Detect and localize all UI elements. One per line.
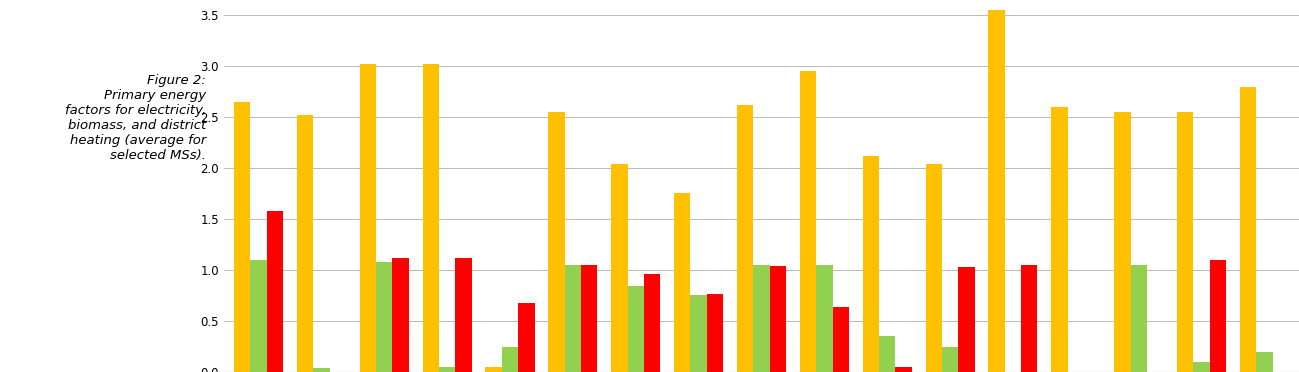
Bar (360, 64, 377, 372)
Bar (833, 307, 848, 372)
Bar (581, 265, 598, 372)
Bar (895, 367, 912, 372)
Bar (674, 193, 691, 372)
Bar (313, 368, 330, 372)
Bar (486, 367, 501, 372)
Bar (392, 258, 409, 372)
Bar (1209, 260, 1226, 372)
Bar (707, 294, 724, 372)
Bar (644, 274, 660, 372)
Bar (251, 260, 266, 372)
Bar (1241, 87, 1256, 372)
Bar (800, 71, 816, 372)
Bar (1021, 265, 1038, 372)
Bar (612, 164, 627, 372)
Bar (1115, 112, 1130, 372)
Bar (1051, 107, 1068, 372)
Bar (863, 156, 879, 372)
Bar (1194, 362, 1209, 372)
Bar (926, 164, 942, 372)
Bar (691, 295, 707, 372)
Bar (769, 266, 786, 372)
Text: Figure 2:
Primary energy
factors for electricity,
biomass, and district
heating : Figure 2: Primary energy factors for ele… (65, 74, 207, 163)
Bar (565, 265, 581, 372)
Bar (501, 347, 518, 372)
Bar (456, 258, 472, 372)
Bar (959, 267, 974, 372)
Bar (548, 112, 565, 372)
Bar (879, 336, 895, 372)
Bar (737, 105, 753, 372)
Bar (422, 64, 439, 372)
Bar (377, 262, 392, 372)
Bar (1177, 112, 1194, 372)
Bar (989, 10, 1005, 372)
Bar (297, 115, 313, 372)
Bar (1130, 265, 1147, 372)
Bar (439, 367, 456, 372)
Bar (1256, 352, 1273, 372)
Bar (942, 347, 959, 372)
Bar (266, 211, 283, 372)
Bar (816, 265, 833, 372)
Bar (753, 265, 769, 372)
Bar (518, 303, 534, 372)
Bar (234, 102, 251, 372)
Bar (627, 286, 644, 372)
